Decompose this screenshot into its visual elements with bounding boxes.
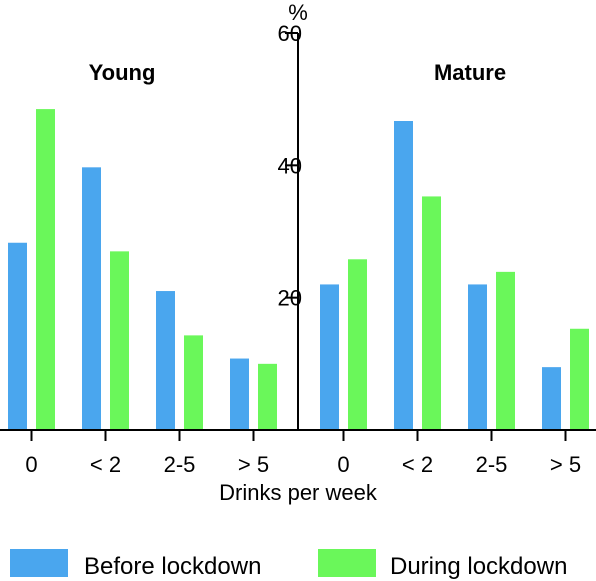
bar-mature-2-before	[468, 284, 487, 430]
bar-young-1-during	[110, 251, 129, 430]
x-tick-label: < 2	[402, 452, 433, 477]
x-tick-label: 0	[337, 452, 349, 477]
y-tick-label: 40	[278, 153, 302, 178]
bar-mature-3-before	[542, 367, 561, 430]
bar-mature-1-before	[394, 121, 413, 431]
bar-young-3-during	[258, 363, 277, 430]
bar-young-0-before	[8, 242, 27, 430]
bar-mature-3-during	[570, 328, 589, 430]
bar-mature-2-during	[496, 271, 515, 430]
x-tick-label: > 5	[238, 452, 269, 477]
x-tick-label: 0	[25, 452, 37, 477]
bar-mature-1-during	[422, 196, 441, 430]
legend-swatch-before	[10, 549, 68, 577]
legend-label-before: Before lockdown	[84, 553, 261, 580]
panel-title-young: Young	[89, 60, 156, 85]
panel-title-mature: Mature	[434, 60, 506, 85]
y-axis-unit: %	[288, 0, 308, 25]
bar-young-0-during	[36, 109, 55, 430]
bars-layer	[8, 109, 589, 431]
bar-young-3-before	[230, 358, 249, 430]
bar-young-2-during	[184, 335, 203, 430]
y-tick-label: 20	[278, 286, 302, 311]
x-tick-label: < 2	[90, 452, 121, 477]
x-ticks: 0 < 2 2-5 > 5 0 < 2 2-5 > 5	[25, 430, 581, 477]
x-tick-label: 2-5	[164, 452, 196, 477]
bar-mature-0-during	[348, 259, 367, 430]
x-tick-label: 2-5	[476, 452, 508, 477]
x-axis-title: Drinks per week	[219, 480, 378, 505]
legend-swatch-during	[318, 549, 376, 577]
bar-young-1-before	[82, 167, 101, 430]
legend-label-during: During lockdown	[390, 553, 567, 580]
x-tick-label: > 5	[550, 452, 581, 477]
bar-mature-0-before	[320, 284, 339, 430]
y-tick-label: 60	[278, 21, 302, 46]
bar-young-2-before	[156, 291, 175, 430]
y-ticks: 20 40 60	[278, 21, 302, 311]
